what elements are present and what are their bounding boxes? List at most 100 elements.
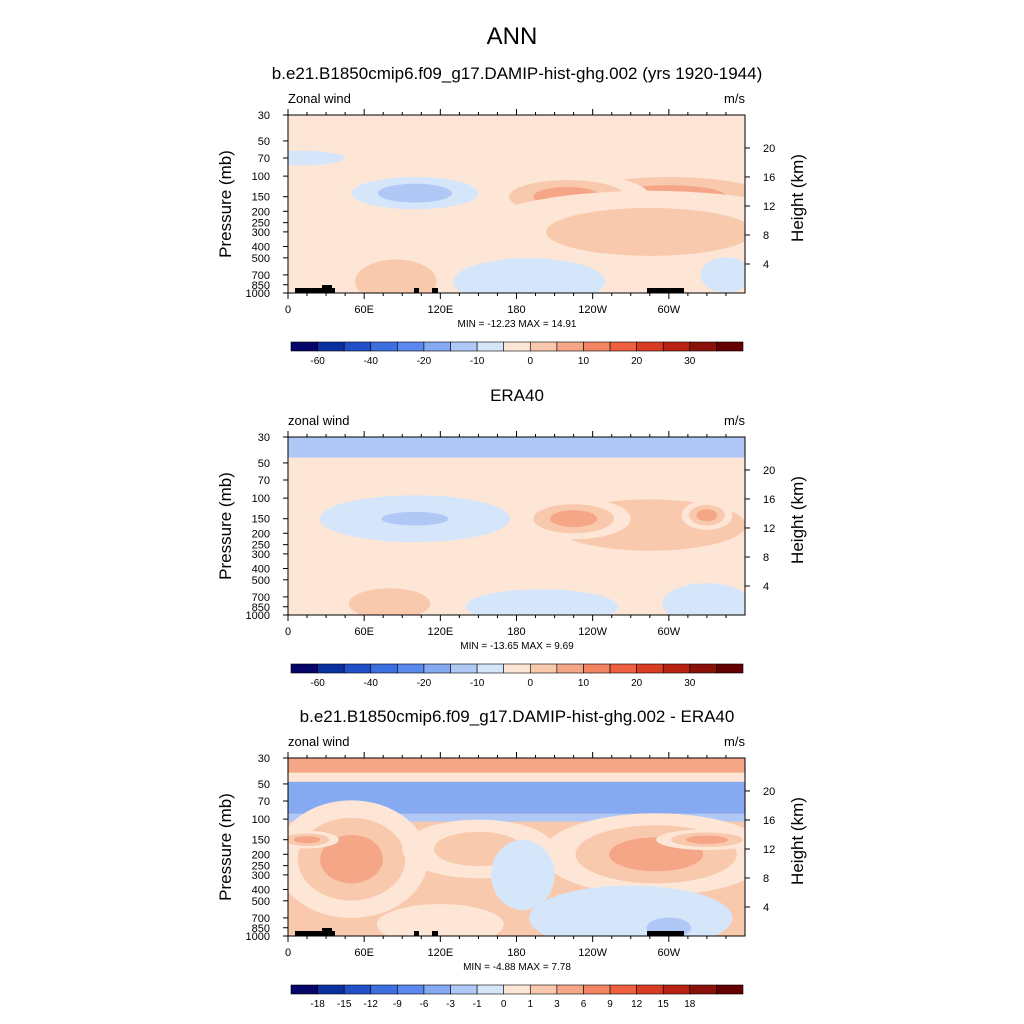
contour-field [288,437,745,615]
contour-region [696,509,718,522]
colorbar-label: -10 [470,678,485,689]
colorbar-label: 3 [554,999,560,1010]
y-tick-label: 200 [252,528,270,540]
contour-region [355,259,437,293]
y-tick-label: 1000 [246,931,270,943]
y-tick-label: 50 [258,458,270,470]
y-tick-label: 850 [252,923,270,935]
x-tick-label: 120E [427,626,453,638]
colorbar-label: -12 [364,999,379,1010]
y-tick-label: 300 [252,870,270,882]
x-tick-label: 180 [507,947,525,959]
colorbar-label: -3 [446,999,455,1010]
colorbar-swatch [556,341,584,352]
terrain-block [432,288,438,293]
colorbar-swatch [636,984,664,995]
x-tick-label: 120E [427,947,453,959]
y-axis-label: Pressure (mb) [216,150,235,258]
terrain-block [647,288,684,293]
colorbar-swatch [556,984,584,995]
height-tick-label: 16 [763,815,775,827]
height-tick-label: 16 [763,494,775,506]
height-tick-label: 12 [763,201,775,213]
y-tick-label: 70 [258,475,270,487]
colorbar-swatch [583,663,611,674]
y-tick-label: 50 [258,779,270,791]
height-tick-label: 8 [763,230,769,242]
colorbar-swatch [716,663,744,674]
height-tick-label: 8 [763,552,769,564]
colorbar-label: -15 [337,999,352,1010]
terrain-block [414,931,419,936]
height-tick-label: 4 [763,581,769,593]
contour-region [320,834,383,884]
contour-field [288,115,745,293]
contour-field [288,758,745,936]
y-tick-label: 300 [252,227,270,239]
y-tick-label: 400 [252,563,270,575]
x-tick-label: 120W [578,626,607,638]
contour-region [377,183,452,203]
contour-band [288,437,745,458]
colorbar-swatch [317,663,345,674]
colorbar-label: 20 [631,678,643,689]
terrain-block [432,931,438,936]
contour-region [348,588,431,615]
contour-region [465,589,619,615]
x-tick-label: 0 [285,626,291,638]
terrain-block [414,288,419,293]
y-tick-label: 250 [252,540,270,552]
colorbar-swatch [689,984,717,995]
x-tick-label: 60W [658,947,681,959]
colorbar-label: 15 [658,999,670,1010]
colorbar-label: 6 [581,999,587,1010]
terrain-block [295,931,335,936]
x-tick-label: 120E [427,304,453,316]
panel-title: b.e21.B1850cmip6.f09_g17.DAMIP-hist-ghg.… [272,64,762,83]
colorbar-swatch [636,663,664,674]
min-max-stats: MIN = -13.65 MAX = 9.69 [460,641,574,652]
y-tick-label: 1000 [246,288,270,300]
colorbar-swatch [662,341,691,352]
colorbar-swatch [343,984,372,995]
colorbar-label: -1 [473,999,482,1010]
colorbar-swatch [290,984,318,995]
contour-region [381,511,449,526]
contour-region [550,510,598,528]
colorbar-swatch [583,984,611,995]
variable-label: zonal wind [288,413,349,428]
panel-1: b.e21.B1850cmip6.f09_g17.DAMIP-hist-ghg.… [216,64,807,367]
contour-region [376,904,504,936]
y-tick-label: 850 [252,280,270,292]
colorbar-swatch [397,341,425,352]
colorbar-swatch [450,663,478,674]
y-tick-label: 100 [252,814,270,826]
y-tick-label: 100 [252,171,270,183]
x-tick-label: 0 [285,947,291,959]
panel-title: ERA40 [490,386,544,405]
colorbar-label: 30 [684,678,696,689]
height-tick-label: 16 [763,172,775,184]
colorbar-label: 18 [684,999,696,1010]
colorbar-label: 10 [578,356,590,367]
colorbar-swatch [317,341,345,352]
colorbar-swatch [689,341,717,352]
colorbar-swatch [343,341,372,352]
colorbar-label: -40 [364,678,379,689]
colorbar-swatch [583,341,611,352]
colorbar-label: -10 [470,356,485,367]
y-tick-label: 1000 [246,610,270,622]
contour-region [686,835,728,844]
colorbar-label: -40 [364,356,379,367]
height-tick-label: 20 [763,786,775,798]
height-tick-label: 12 [763,844,775,856]
y-tick-label: 400 [252,241,270,253]
y-tick-label: 400 [252,884,270,896]
colorbar-swatch [343,663,372,674]
x-tick-label: 60E [354,626,374,638]
y-tick-label: 250 [252,861,270,873]
y-tick-label: 700 [252,592,270,604]
y-tick-label: 500 [252,253,270,265]
height-tick-label: 8 [763,873,769,885]
